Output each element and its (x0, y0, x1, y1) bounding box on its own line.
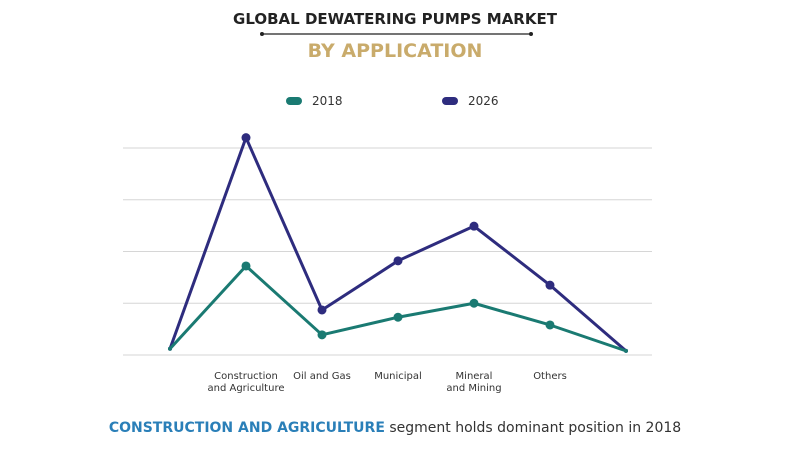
x-tick-label: and Agriculture (208, 383, 285, 394)
series-2026 (168, 133, 628, 353)
series-group (168, 133, 628, 353)
caption-rest: segment holds dominant position in 2018 (385, 420, 681, 436)
gridlines (123, 147, 652, 356)
title-divider (260, 32, 533, 36)
x-tick-label: Mineral (456, 371, 493, 382)
data-point-2018 (624, 348, 628, 353)
series-line-2018 (168, 264, 627, 353)
legend-swatch-2026 (442, 97, 458, 105)
legend-label-2026: 2026 (468, 94, 499, 108)
x-tick-label: Oil and Gas (293, 371, 351, 382)
data-point-2026 (469, 221, 479, 231)
data-point-2026 (317, 305, 327, 315)
data-point-2026 (393, 256, 403, 266)
legend-swatch-2018 (286, 97, 302, 105)
legend: 2018 2026 (286, 94, 499, 108)
x-tick-label: Others (533, 371, 567, 382)
legend-label-2018: 2018 (312, 94, 343, 108)
data-point-2018 (168, 346, 172, 351)
data-point-2018 (393, 312, 403, 322)
caption-highlight: CONSTRUCTION AND AGRICULTURE (109, 420, 385, 436)
chart-subtitle: BY APPLICATION (308, 40, 483, 62)
data-point-2018 (469, 298, 479, 308)
x-tick-label: and Mining (446, 383, 501, 394)
data-point-2026 (241, 133, 251, 143)
data-point-2018 (317, 330, 327, 340)
data-point-2018 (545, 320, 555, 330)
chart-title: GLOBAL DEWATERING PUMPS MARKET (233, 10, 558, 28)
caption: CONSTRUCTION AND AGRICULTURE segment hol… (109, 420, 681, 436)
data-point-2018 (241, 261, 251, 271)
series-2018 (168, 261, 628, 353)
x-tick-label: Construction (214, 371, 278, 382)
data-point-2026 (545, 280, 555, 290)
x-tick-label: Municipal (374, 371, 422, 382)
